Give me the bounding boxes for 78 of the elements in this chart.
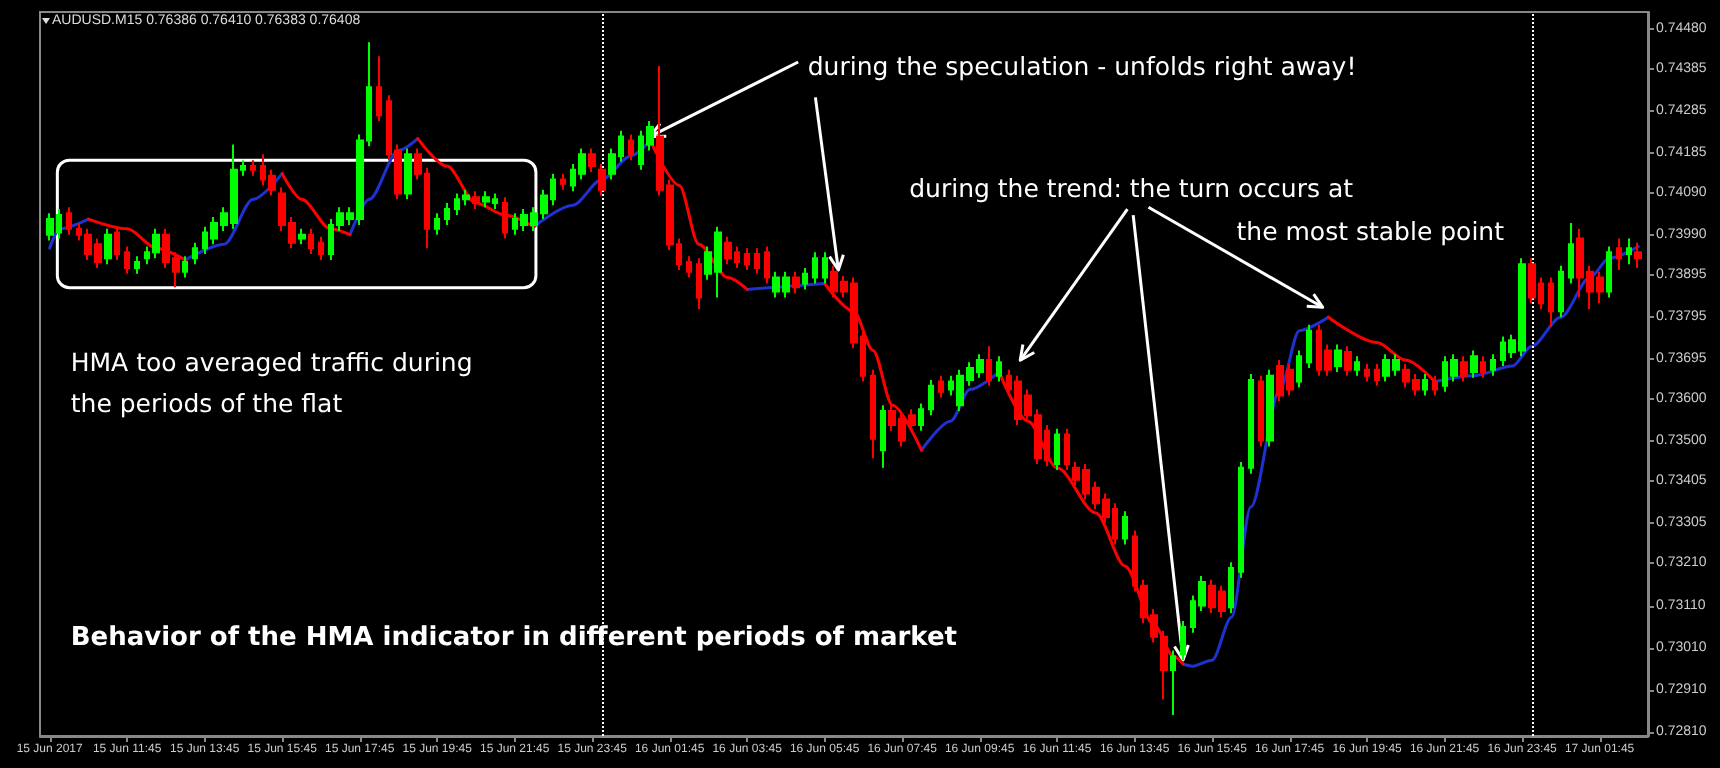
candlestick bbox=[628, 133, 634, 162]
candlestick bbox=[250, 159, 256, 177]
candlestick bbox=[1470, 349, 1478, 379]
candlestick bbox=[376, 55, 382, 123]
candlestick bbox=[1306, 323, 1312, 370]
candlestick bbox=[792, 270, 800, 295]
annotation: Behavior of the HMA indicator in different periods of market bbox=[70, 623, 958, 654]
candlestick bbox=[114, 225, 120, 261]
candlestick bbox=[802, 266, 808, 291]
candlestick bbox=[1374, 362, 1380, 387]
candlestick bbox=[724, 235, 732, 266]
candlestick bbox=[1528, 257, 1536, 305]
candlestick bbox=[696, 257, 702, 311]
candlestick bbox=[812, 251, 818, 285]
candlestick bbox=[1490, 353, 1496, 377]
candlestick bbox=[588, 147, 596, 173]
candlestick bbox=[1248, 373, 1254, 475]
candlestick bbox=[124, 245, 130, 275]
candlestick bbox=[298, 227, 306, 246]
candlestick bbox=[1180, 620, 1186, 662]
candlestick bbox=[1228, 561, 1234, 615]
candlestick bbox=[502, 196, 508, 240]
candlestick bbox=[1460, 355, 1468, 383]
candlestick bbox=[1616, 237, 1622, 272]
candlestick bbox=[928, 378, 934, 417]
annotation: during the speculation - unfolds right away! bbox=[807, 50, 1357, 81]
candlestick bbox=[754, 247, 760, 275]
candlestick bbox=[308, 227, 314, 256]
candlestick bbox=[1634, 241, 1642, 269]
candlestick bbox=[1344, 345, 1352, 377]
candlestick bbox=[560, 172, 566, 191]
candlestick bbox=[1548, 276, 1554, 328]
candlestick bbox=[472, 190, 480, 210]
candlestick bbox=[152, 227, 160, 260]
candlestick bbox=[764, 245, 770, 285]
candlestick bbox=[462, 188, 470, 207]
candlestick bbox=[404, 147, 412, 201]
annotation: the most stable point bbox=[1236, 215, 1505, 246]
candlestick bbox=[444, 202, 450, 226]
candlestick bbox=[1296, 349, 1302, 389]
candlestick bbox=[1122, 510, 1128, 546]
candlestick bbox=[986, 345, 992, 387]
candlestick bbox=[1354, 355, 1360, 377]
candlestick bbox=[1258, 374, 1264, 448]
candlestick bbox=[996, 355, 1002, 383]
candlestick bbox=[1422, 373, 1428, 397]
candlestick bbox=[938, 374, 944, 399]
candlestick bbox=[822, 251, 828, 285]
candlestick bbox=[598, 162, 606, 197]
candlestick bbox=[46, 212, 54, 242]
candlestick bbox=[1334, 343, 1342, 373]
candlestick bbox=[434, 212, 440, 236]
candlestick bbox=[104, 227, 112, 266]
candlestick bbox=[1054, 427, 1060, 471]
candlestick bbox=[1364, 362, 1370, 383]
candlestick bbox=[880, 404, 886, 469]
candlestick bbox=[1480, 355, 1486, 379]
candlestick bbox=[1064, 427, 1070, 471]
annotation: HMA too averaged traffic during bbox=[70, 347, 473, 378]
annotation: during the trend: the turn occurs at bbox=[909, 172, 1354, 203]
candlestick bbox=[870, 368, 876, 460]
candlestick bbox=[1558, 264, 1564, 319]
candlestick bbox=[1238, 460, 1244, 579]
candlestick bbox=[918, 402, 924, 432]
candlestick bbox=[66, 206, 72, 236]
candlestick bbox=[686, 255, 692, 279]
candlestick bbox=[744, 247, 750, 272]
candlestick bbox=[318, 235, 324, 261]
candlestick bbox=[1568, 221, 1574, 285]
candlestick bbox=[1606, 245, 1612, 299]
annotation: the periods of the flat bbox=[70, 388, 343, 419]
candlestick bbox=[182, 255, 188, 279]
candlestick bbox=[1266, 368, 1274, 448]
candlestick bbox=[1170, 649, 1176, 716]
candlestick bbox=[192, 241, 198, 266]
candlestick bbox=[134, 255, 140, 275]
candlestick bbox=[482, 190, 490, 209]
candlestick bbox=[1626, 237, 1632, 266]
